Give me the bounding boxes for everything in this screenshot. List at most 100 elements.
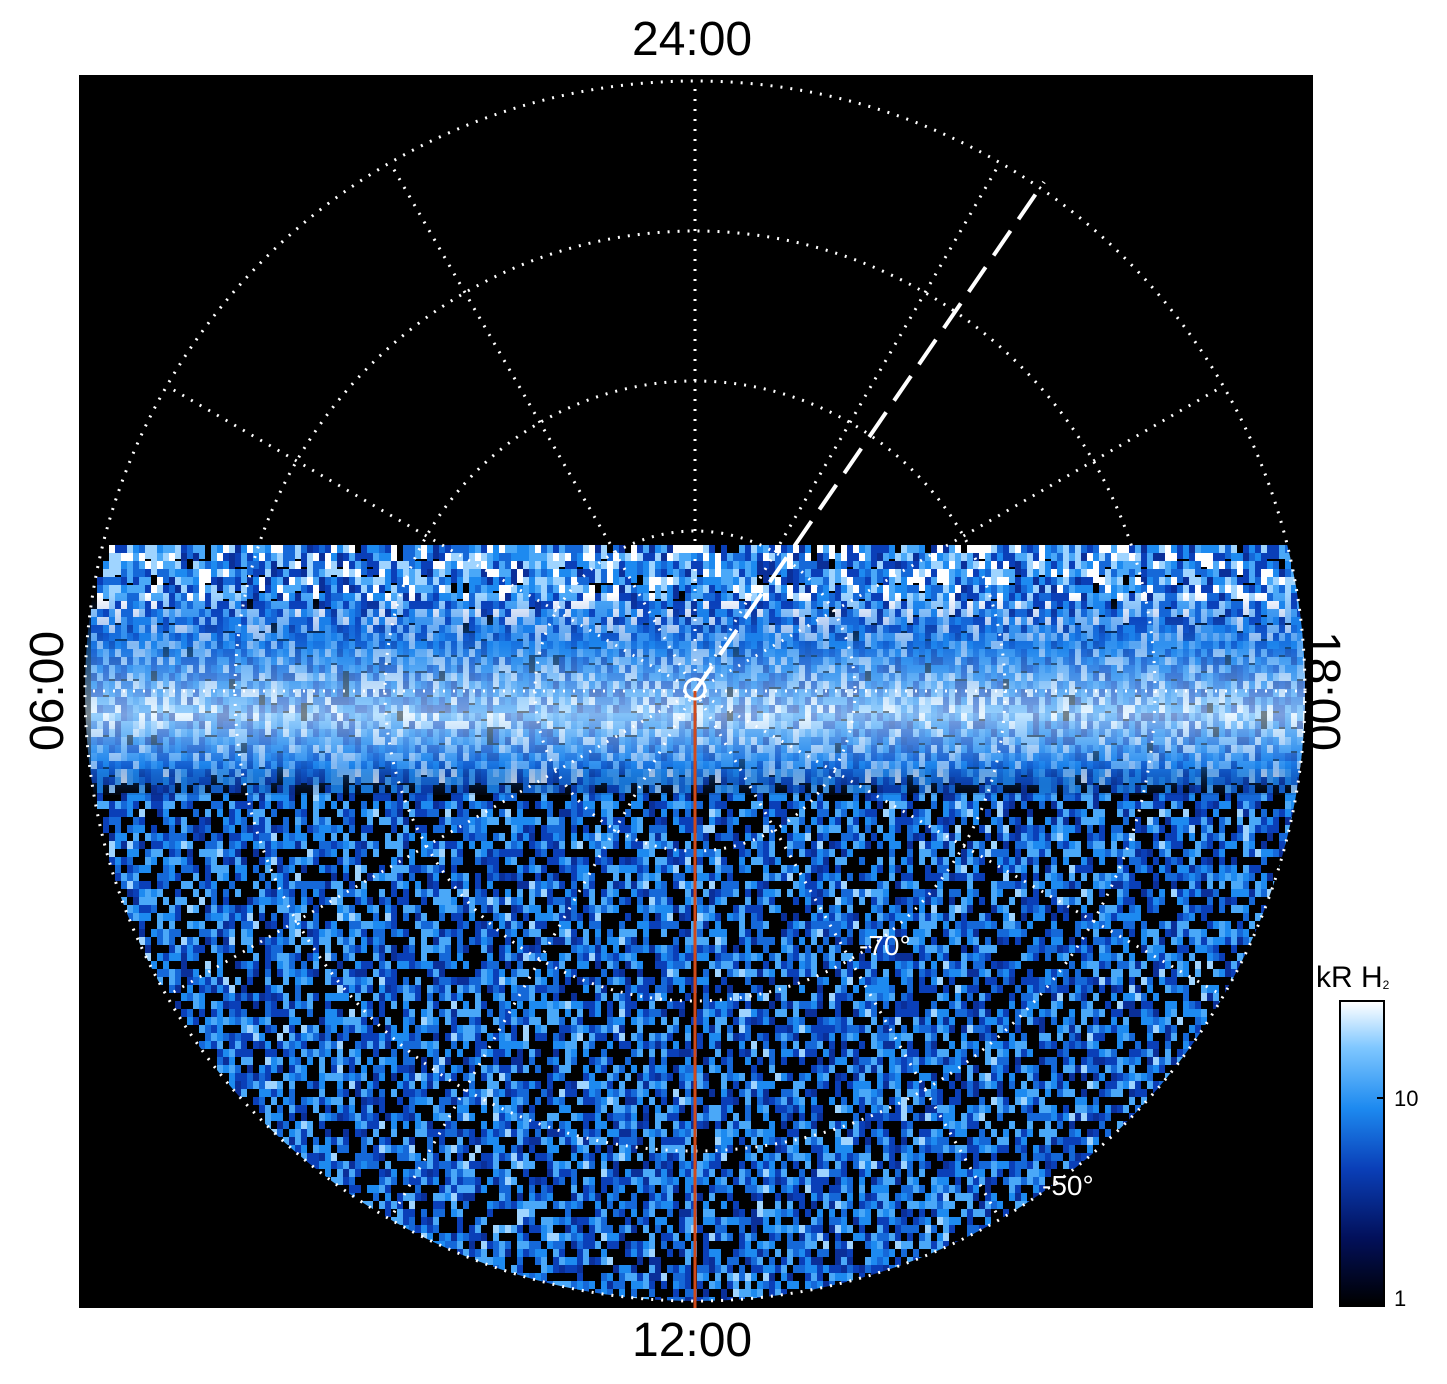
emission-pixel (979, 561, 985, 575)
emission-pixel (1255, 553, 1261, 567)
emission-pixel (751, 553, 757, 567)
emission-pixel (313, 585, 319, 599)
emission-pixel (1129, 553, 1135, 567)
emission-pixel (805, 569, 811, 583)
emission-pixel (967, 577, 973, 591)
emission-pixel (1207, 553, 1213, 567)
emission-pixel (1261, 577, 1267, 591)
emission-pixel (799, 561, 805, 575)
emission-pixel (487, 561, 493, 575)
emission-pixel (481, 545, 487, 559)
emission-pixel (379, 553, 385, 567)
emission-pixel (511, 545, 517, 559)
emission-pixel (1165, 545, 1171, 559)
emission-pixel (169, 561, 175, 575)
emission-pixel (799, 545, 805, 559)
emission-pixel (877, 561, 883, 575)
emission-pixel (1147, 569, 1153, 583)
emission-pixel (313, 553, 319, 567)
emission-pixel (907, 577, 913, 591)
emission-pixel (793, 577, 799, 591)
emission-pixel (115, 561, 121, 575)
emission-pixel (397, 577, 403, 591)
emission-pixel (523, 553, 529, 567)
emission-pixel (499, 569, 505, 583)
emission-pixel (985, 561, 991, 575)
emission-pixel (115, 553, 121, 567)
emission-pixel (955, 585, 961, 599)
emission-pixel (517, 569, 523, 583)
emission-pixel (1051, 553, 1057, 567)
emission-pixel (163, 545, 169, 559)
emission-pixel (1117, 561, 1123, 575)
emission-pixel (379, 569, 385, 583)
emission-pixel (115, 585, 121, 599)
emission-pixel (421, 561, 427, 575)
emission-pixel (745, 553, 751, 567)
emission-pixel (643, 561, 649, 575)
emission-pixel (1159, 553, 1165, 567)
emission-pixel (1087, 561, 1093, 575)
emission-pixel (775, 577, 781, 591)
emission-pixel (1177, 585, 1183, 599)
emission-pixel (631, 585, 637, 599)
emission-pixel (715, 561, 721, 575)
emission-pixel (1057, 585, 1063, 599)
emission-pixel (1183, 577, 1189, 591)
emission-pixel (793, 553, 799, 567)
emission-pixel (1255, 569, 1261, 583)
emission-pixel (901, 553, 907, 567)
emission-pixel (727, 553, 733, 567)
emission-pixel (757, 585, 763, 599)
emission-pixel (1081, 553, 1087, 567)
emission-pixel (97, 577, 103, 591)
emission-pixel (985, 585, 991, 599)
emission-pixel (781, 561, 787, 575)
emission-pixel (709, 553, 715, 567)
emission-pixel (1033, 585, 1039, 599)
emission-pixel (901, 585, 907, 599)
emission-pixel (619, 553, 625, 567)
emission-pixel (589, 585, 595, 599)
emission-pixel (673, 561, 679, 575)
emission-pixel (673, 569, 679, 583)
emission-pixel (937, 569, 943, 583)
emission-pixel (895, 585, 901, 599)
emission-pixel (679, 561, 685, 575)
emission-pixel (847, 577, 853, 591)
emission-pixel (811, 585, 817, 599)
emission-pixel (145, 545, 151, 559)
emission-pixel (1009, 585, 1015, 599)
emission-pixel (763, 561, 769, 575)
emission-pixel (1207, 561, 1213, 575)
emission-pixel (403, 561, 409, 575)
emission-pixel (403, 585, 409, 599)
label-12-00: 12:00 (632, 1314, 753, 1367)
emission-pixel (931, 561, 937, 575)
emission-pixel (739, 585, 745, 599)
emission-pixel (433, 545, 439, 559)
emission-pixel (1153, 585, 1159, 599)
emission-pixel (1111, 585, 1117, 599)
emission-pixel (859, 545, 865, 559)
emission-pixel (475, 577, 481, 591)
emission-pixel (151, 553, 157, 567)
emission-pixel (979, 577, 985, 591)
emission-pixel (409, 577, 415, 591)
emission-pixel (631, 545, 637, 559)
emission-pixel (1273, 569, 1279, 583)
emission-pixel (271, 561, 277, 575)
emission-pixel (709, 585, 715, 599)
emission-pixel (661, 561, 667, 575)
emission-pixel (1219, 585, 1225, 599)
emission-pixel (1063, 545, 1069, 559)
emission-pixel (1015, 577, 1021, 591)
emission-pixel (337, 545, 343, 559)
emission-pixel (739, 561, 745, 575)
emission-pixel (1219, 569, 1225, 583)
emission-pixel (223, 577, 229, 591)
emission-pixel (1231, 553, 1237, 567)
emission-pixel (625, 585, 631, 599)
emission-pixel (817, 553, 823, 567)
emission-pixel (655, 569, 661, 583)
